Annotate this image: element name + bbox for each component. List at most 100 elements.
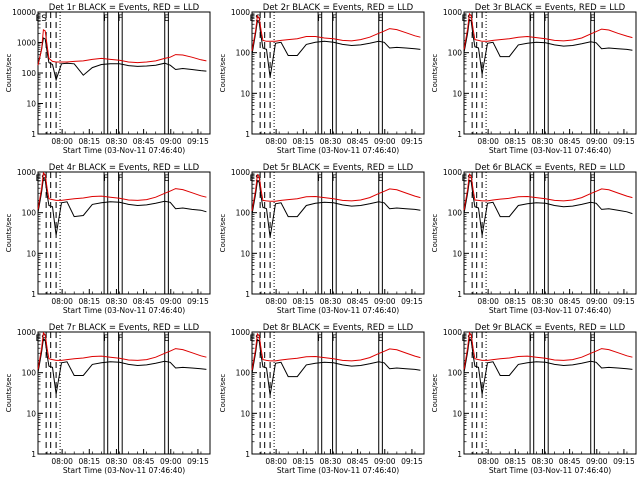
y-tick-label: 1 xyxy=(31,290,36,299)
series-lld-line xyxy=(37,171,207,210)
marker-label: ES xyxy=(250,174,262,184)
marker-label: F xyxy=(118,334,123,344)
marker-label: ES xyxy=(36,14,48,24)
x-tick-label: 08:45 xyxy=(133,137,155,146)
x-tick-label: 09:00 xyxy=(586,457,608,466)
panel-title: Det 8r BLACK = Events, RED = LLD xyxy=(263,323,414,333)
x-tick-label: 09:15 xyxy=(187,457,209,466)
y-tick-label: 100 xyxy=(236,369,251,378)
plot-frame xyxy=(251,171,425,295)
y-tick-label: 1000 xyxy=(231,8,250,17)
x-tick-label: 08:45 xyxy=(347,297,369,306)
plot-frame xyxy=(463,331,637,455)
marker-label: ES xyxy=(462,14,474,24)
series-lld-line xyxy=(37,28,207,66)
y-tick-label: 1 xyxy=(245,450,250,459)
x-tick-label: 08:30 xyxy=(532,137,554,146)
marker-label: E xyxy=(590,174,596,184)
x-tick-label: 08:15 xyxy=(78,457,100,466)
marker-label: F xyxy=(544,14,549,24)
series-events-line xyxy=(463,18,633,74)
plot-frame xyxy=(463,11,637,135)
panel-title: Det 7r BLACK = Events, RED = LLD xyxy=(49,323,200,333)
series-lld-line xyxy=(251,332,421,371)
x-tick-label: 09:00 xyxy=(374,297,396,306)
x-axis-label: Start Time (03-Nov-11 07:46:40) xyxy=(63,146,185,155)
y-tick-label: 1 xyxy=(457,450,462,459)
panel-det-1: Det 1r BLACK = Events, RED = LLD 1 10 100 10… xyxy=(5,3,211,155)
y-tick-label: 100 xyxy=(22,369,37,378)
x-tick-label: 09:15 xyxy=(187,137,209,146)
x-tick-label: 08:45 xyxy=(559,297,581,306)
y-tick-label: 1000 xyxy=(443,8,462,17)
x-tick-label: 08:15 xyxy=(78,137,100,146)
x-axis-label: Start Time (03-Nov-11 07:46:40) xyxy=(489,306,611,315)
plot-frame xyxy=(37,331,211,455)
marker-label: F xyxy=(103,174,108,184)
marker-label: F xyxy=(332,334,337,344)
series-lld-line xyxy=(463,331,633,370)
y-tick-label: 100 xyxy=(22,69,37,78)
x-tick-label: 09:00 xyxy=(160,297,182,306)
marker-label: F xyxy=(544,334,549,344)
x-tick-label: 09:15 xyxy=(187,297,209,306)
y-tick-label: 1 xyxy=(245,290,250,299)
series-events-line xyxy=(463,337,633,394)
y-tick-label: 1 xyxy=(31,450,36,459)
y-tick-label: 10 xyxy=(26,409,36,418)
panel-title: Det 9r BLACK = Events, RED = LLD xyxy=(475,323,626,333)
x-tick-label: 08:30 xyxy=(320,137,342,146)
y-tick-label: 1000 xyxy=(17,39,36,48)
x-axis-label: Start Time (03-Nov-11 07:46:40) xyxy=(63,466,185,475)
marker-label: F xyxy=(103,334,108,344)
x-tick-label: 08:30 xyxy=(106,137,128,146)
series-events-line xyxy=(251,20,421,78)
x-tick-label: 09:00 xyxy=(586,297,608,306)
series-events-line xyxy=(251,180,421,238)
y-tick-label: 100 xyxy=(22,209,37,218)
y-axis-label: Counts/sec xyxy=(5,54,13,93)
x-tick-label: 08:15 xyxy=(292,137,314,146)
y-tick-label: 1000 xyxy=(17,328,36,337)
x-axis-label: Start Time (03-Nov-11 07:46:40) xyxy=(277,466,399,475)
panel-det-7: Det 7r BLACK = Events, RED = LLD 1 10 100 10… xyxy=(5,323,211,475)
marker-label: F xyxy=(529,334,534,344)
y-tick-label: 1000 xyxy=(443,168,462,177)
x-tick-label: 09:15 xyxy=(401,457,423,466)
x-tick-label: 09:15 xyxy=(401,137,423,146)
marker-label: F xyxy=(317,14,322,24)
y-tick-label: 1 xyxy=(457,290,462,299)
panel-title: Det 1r BLACK = Events, RED = LLD xyxy=(49,3,200,13)
panel-det-8: Det 8r BLACK = Events, RED = LLD 1 10 100 10… xyxy=(219,323,425,475)
y-tick-label: 1 xyxy=(457,130,462,139)
marker-label: ES xyxy=(462,174,474,184)
marker-label: E xyxy=(164,174,170,184)
x-tick-label: 08:30 xyxy=(320,457,342,466)
x-tick-label: 09:00 xyxy=(374,137,396,146)
marker-label: E xyxy=(378,14,384,24)
series-events-line xyxy=(251,338,421,396)
y-tick-label: 1000 xyxy=(231,328,250,337)
x-tick-label: 08:30 xyxy=(532,297,554,306)
y-tick-label: 1000 xyxy=(231,168,250,177)
x-tick-label: 08:30 xyxy=(532,457,554,466)
x-tick-label: 09:15 xyxy=(401,297,423,306)
y-axis-label: Counts/sec xyxy=(219,54,227,93)
series-events-line xyxy=(37,177,207,236)
x-tick-label: 09:00 xyxy=(160,457,182,466)
x-tick-label: 09:15 xyxy=(613,137,635,146)
marker-label: E xyxy=(590,14,596,24)
marker-label: E xyxy=(378,334,384,344)
x-tick-label: 08:00 xyxy=(265,137,287,146)
y-tick-label: 100 xyxy=(236,49,251,58)
marker-label: F xyxy=(118,174,123,184)
x-tick-label: 08:15 xyxy=(504,297,526,306)
y-axis-label: Counts/sec xyxy=(431,374,439,413)
y-axis-label: Counts/sec xyxy=(431,54,439,93)
panel-det-6: Det 6r BLACK = Events, RED = LLD 1 10 100 10… xyxy=(431,163,637,315)
x-tick-label: 09:00 xyxy=(374,457,396,466)
x-axis-label: Start Time (03-Nov-11 07:46:40) xyxy=(489,466,611,475)
panel-title: Det 3r BLACK = Events, RED = LLD xyxy=(475,3,626,13)
panel-det-4: Det 4r BLACK = Events, RED = LLD 1 10 100 10… xyxy=(5,163,211,315)
x-tick-label: 08:45 xyxy=(133,297,155,306)
